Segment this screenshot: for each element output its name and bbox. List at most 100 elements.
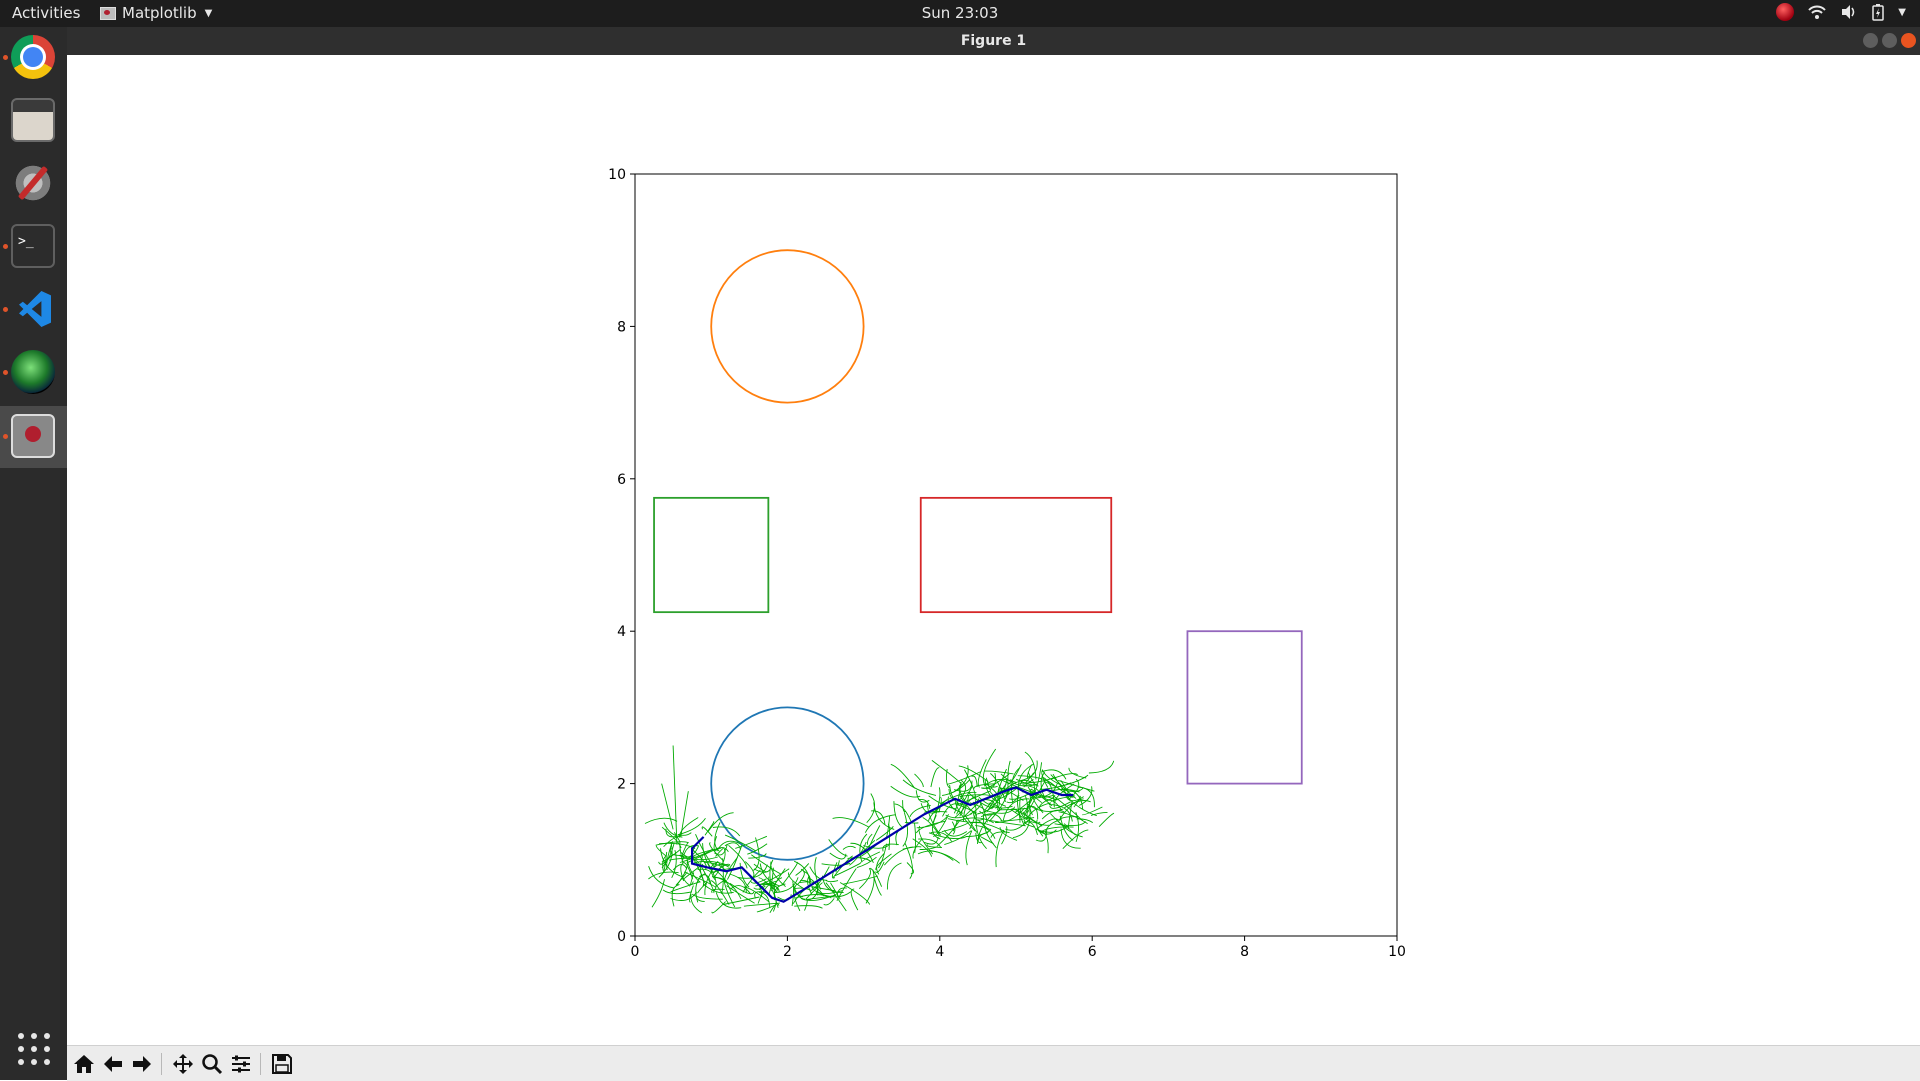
dock-item-figure[interactable] bbox=[0, 406, 67, 468]
x-tick-label: 4 bbox=[935, 944, 944, 960]
tree-branch bbox=[662, 784, 673, 830]
figure-app-icon bbox=[11, 414, 55, 458]
tree-branch bbox=[1091, 812, 1108, 815]
x-tick-label: 6 bbox=[1088, 944, 1097, 960]
tree-branch bbox=[1099, 813, 1114, 827]
forward-icon[interactable] bbox=[129, 1051, 155, 1077]
terminal-icon: >_ bbox=[11, 224, 55, 268]
tree-branch bbox=[865, 815, 896, 833]
tree-branch bbox=[729, 874, 746, 893]
battery-icon bbox=[1872, 3, 1884, 21]
tree-branch bbox=[903, 812, 908, 846]
tree-branch bbox=[1020, 761, 1038, 781]
close-icon[interactable] bbox=[1901, 33, 1916, 48]
tree-branch bbox=[891, 786, 921, 797]
x-tick-label: 0 bbox=[631, 944, 640, 960]
toolbar-separator bbox=[161, 1053, 162, 1075]
tree-branch bbox=[826, 880, 838, 882]
system-menu-caret-icon[interactable]: ▼ bbox=[1898, 7, 1906, 18]
window-title-bar[interactable]: Figure 1 bbox=[67, 27, 1920, 55]
home-icon[interactable] bbox=[71, 1051, 97, 1077]
running-indicator bbox=[3, 434, 8, 439]
obstacle-circle bbox=[711, 250, 863, 402]
system-tray[interactable]: ▼ bbox=[1776, 3, 1906, 21]
tree-branch bbox=[874, 802, 894, 829]
dock-item-chrome[interactable] bbox=[0, 27, 67, 89]
record-indicator-icon[interactable] bbox=[1776, 3, 1794, 21]
tree-branch bbox=[996, 830, 1004, 867]
tree-branch bbox=[810, 867, 827, 881]
tree-branch bbox=[915, 774, 924, 787]
tree-branch bbox=[929, 850, 960, 863]
zoom-icon[interactable] bbox=[199, 1051, 225, 1077]
clock[interactable]: Sun 23:03 bbox=[0, 4, 1920, 22]
dock: >_ bbox=[0, 27, 67, 1080]
tree-branch bbox=[966, 830, 972, 865]
tree-branch bbox=[1089, 761, 1114, 773]
tree-branch bbox=[1064, 801, 1091, 808]
pan-icon[interactable] bbox=[170, 1051, 196, 1077]
obstacle-rectangle bbox=[1187, 631, 1301, 783]
y-tick-label: 0 bbox=[617, 929, 626, 945]
running-indicator bbox=[3, 307, 8, 312]
chrome-icon bbox=[11, 35, 55, 79]
tree-branch bbox=[830, 853, 846, 859]
window-title: Figure 1 bbox=[67, 33, 1920, 49]
obstacle-rectangle bbox=[654, 498, 768, 612]
tree-branch bbox=[652, 879, 665, 907]
configure-subplots-icon[interactable] bbox=[228, 1051, 254, 1077]
settings-icon bbox=[11, 161, 55, 205]
dock-item-globe[interactable] bbox=[0, 342, 67, 404]
tree-branch bbox=[727, 845, 742, 880]
dock-item-files[interactable] bbox=[0, 90, 67, 152]
running-indicator bbox=[3, 244, 8, 249]
tree-branch bbox=[663, 890, 692, 894]
running-indicator bbox=[3, 55, 8, 60]
tree-branch bbox=[867, 794, 875, 823]
minimize-icon[interactable] bbox=[1863, 33, 1878, 48]
tree-branch bbox=[843, 846, 856, 849]
figure-toolbar bbox=[67, 1045, 1920, 1081]
tree-branch bbox=[824, 898, 835, 905]
back-icon[interactable] bbox=[100, 1051, 126, 1077]
tree-branch bbox=[891, 764, 915, 788]
tree-branch bbox=[1000, 827, 1017, 840]
save-icon[interactable] bbox=[269, 1051, 295, 1077]
tree-branch bbox=[681, 791, 689, 837]
globe-app-icon bbox=[11, 350, 55, 394]
y-tick-label: 6 bbox=[617, 472, 626, 488]
dock-item-vscode[interactable] bbox=[0, 279, 67, 341]
tree-branch bbox=[887, 863, 901, 890]
y-tick-label: 10 bbox=[608, 167, 626, 183]
tree-branch bbox=[981, 837, 994, 844]
vscode-icon bbox=[11, 287, 55, 331]
tree-branch bbox=[903, 780, 936, 796]
show-applications-icon[interactable] bbox=[16, 1031, 52, 1067]
dock-item-terminal[interactable]: >_ bbox=[0, 216, 67, 278]
obstacle-circle bbox=[711, 707, 863, 859]
running-indicator bbox=[3, 370, 8, 375]
volume-icon bbox=[1840, 4, 1858, 20]
x-tick-label: 2 bbox=[783, 944, 792, 960]
dock-item-settings[interactable] bbox=[0, 153, 67, 215]
tree-branch bbox=[933, 787, 940, 822]
wifi-icon bbox=[1808, 4, 1826, 20]
toolbar-separator bbox=[260, 1053, 261, 1075]
tree-branch bbox=[916, 790, 929, 802]
tree-branch bbox=[645, 818, 677, 823]
files-icon bbox=[11, 98, 55, 142]
tree-branch bbox=[984, 771, 1013, 774]
tree-branch bbox=[805, 899, 808, 910]
tree-branch bbox=[851, 889, 858, 910]
top-bar: Activities Matplotlib ▼ Sun 23:03 ▼ bbox=[0, 0, 1920, 27]
maximize-icon[interactable] bbox=[1882, 33, 1897, 48]
solution-path bbox=[692, 787, 1073, 901]
x-tick-label: 8 bbox=[1240, 944, 1249, 960]
tree-branch bbox=[1063, 830, 1089, 849]
y-tick-label: 2 bbox=[617, 777, 626, 793]
tree-branch bbox=[840, 883, 870, 905]
tree-branch bbox=[717, 841, 740, 851]
tree-branch bbox=[712, 902, 726, 913]
